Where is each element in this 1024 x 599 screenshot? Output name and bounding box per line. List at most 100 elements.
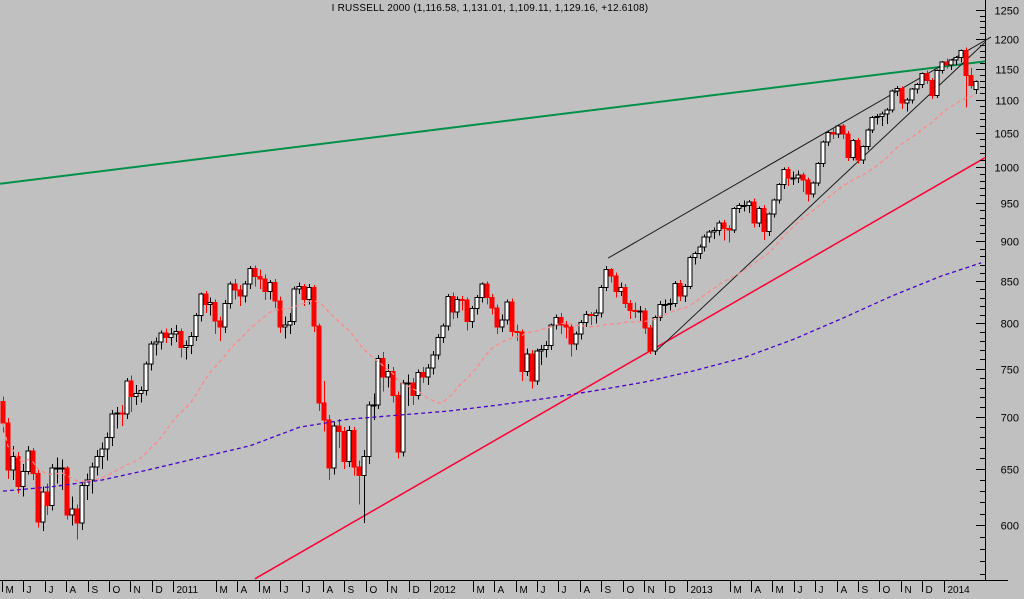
x-axis-label: M [520,585,528,596]
candle-body [825,132,831,143]
candle-body [178,330,184,349]
candle-body [657,303,663,318]
candle-body [227,283,233,305]
y-axis-label: 1050 [995,129,1019,141]
candle-body [163,332,169,339]
candle-body [430,354,436,369]
candle-body [939,61,945,71]
x-axis-label: N [905,585,912,596]
candle-body [509,301,515,332]
x-axis-label: M [263,585,271,596]
candle-body [133,392,139,397]
candle-body [64,467,70,516]
x-axis-label: 2013 [691,585,714,596]
x-axis-label: 2012 [434,585,457,596]
candle-body [756,208,762,224]
candle-body [578,322,584,335]
candle-body [845,133,851,159]
candle-body [222,303,228,328]
candle-body [321,402,327,421]
candle-body [840,125,846,135]
x-axis-label: J [562,585,567,596]
candle-body [138,390,144,394]
candle-body [706,231,712,238]
y-axis-label: 650 [1001,465,1019,477]
candle-body [810,182,816,195]
candle-body [529,353,535,382]
candle-body [25,450,31,472]
candle-body [573,333,579,345]
red-long-term-support [254,157,986,580]
candle-body [124,380,130,415]
candle-body [375,357,381,406]
x-axis-label: A [498,585,505,596]
candle-body [168,333,174,339]
x-axis-label: N [134,585,141,596]
candle-body [563,324,569,328]
candle-body [143,363,149,392]
candle-body [405,382,411,385]
candle-body [519,331,525,373]
x-axis-label: O [370,585,378,596]
candle-body [687,256,693,288]
candle-body [425,367,431,378]
candle-body [326,419,332,469]
candle-body [800,174,806,181]
x-axis-label: M [220,585,228,596]
candle-body [741,205,747,208]
candle-body [711,230,717,233]
ma-fast-layer [2,93,977,482]
candle-body [716,222,722,232]
candle-body [301,286,307,300]
candle-body [183,345,189,349]
candle-body [242,283,248,297]
candle-body [494,307,500,328]
candle-body [262,278,268,293]
candle-body [879,113,885,118]
x-axis-label: D [669,585,676,596]
candle-body [371,404,377,407]
y-axis-label: 900 [1001,237,1019,249]
candle-body [924,73,930,81]
candle-body [682,286,688,297]
x-axis-label: J [798,585,803,596]
candle-body [54,467,60,470]
candle-body [10,455,16,471]
x-axis-label: N [391,585,398,596]
candle-body [538,348,544,352]
y-axis-label: 1000 [995,163,1019,175]
candle-body [973,80,979,90]
candle-body [173,330,179,335]
candle-body [109,413,115,438]
y-axis-label: 600 [1001,521,1019,533]
candle-body [558,316,564,326]
candle-body [153,341,159,345]
candle-body [479,283,485,299]
x-axis-label: A [755,585,762,596]
candle-body [514,330,520,333]
candle-body [119,412,125,415]
candle-body [390,371,396,396]
candle-body [104,436,110,450]
candle-body [336,425,342,432]
chart-title: I RUSSELL 2000 (1,116.58, 1,131.01, 1,10… [331,3,649,14]
candle-body [790,177,796,180]
candle-body [627,303,633,311]
candle-body [761,208,767,232]
x-axis-label: M [734,585,742,596]
candle-body [894,87,900,92]
candle-body [593,312,599,317]
candle-body [291,288,297,323]
candle-body [459,298,465,301]
candle-body [445,296,451,327]
candle-body [805,179,811,195]
candle-body [647,327,653,352]
candle-body [613,275,619,293]
candle-body [692,252,698,258]
x-axis-label: A [241,585,248,596]
candle-body [815,162,821,184]
candle-body [603,268,609,288]
candle-body [865,129,871,148]
candle-body [618,286,624,293]
